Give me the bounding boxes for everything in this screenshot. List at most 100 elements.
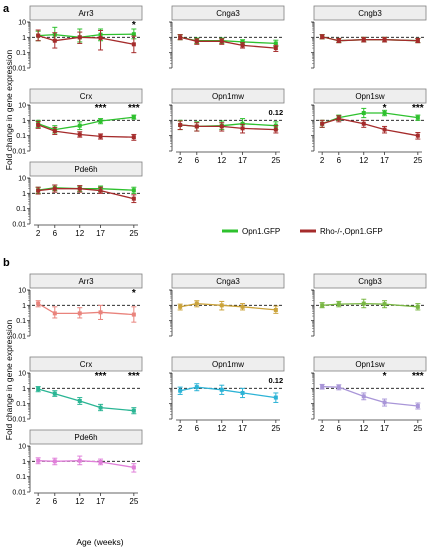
data-point — [98, 36, 103, 41]
facet-title: Cnga3 — [216, 9, 240, 18]
data-point — [273, 127, 278, 132]
y-tick-label: 1 — [22, 386, 26, 393]
y-tick-label: 10 — [18, 444, 26, 451]
data-point — [415, 404, 420, 409]
facet-pde6h: Pde6h 0.01 0.1 1 10 2 6 12 17 25 — [12, 429, 143, 506]
data-point — [415, 133, 420, 138]
series-1 — [35, 120, 137, 141]
data-point — [131, 42, 136, 47]
data-point — [336, 302, 341, 307]
data-point — [194, 124, 199, 129]
x-tick-label: 2 — [36, 497, 41, 506]
facet-strip — [313, 273, 427, 289]
significance-annotation: *** — [128, 103, 140, 114]
facet-strip — [29, 161, 143, 177]
facet-title: Opn1sw — [355, 92, 385, 101]
x-tick-label: 6 — [53, 229, 58, 238]
series-line — [38, 388, 134, 412]
facet-title: Cnga3 — [216, 277, 240, 286]
x-tick-label: 25 — [413, 156, 422, 165]
data-point — [336, 385, 341, 390]
significance-annotation: * — [132, 288, 136, 299]
series-0 — [319, 383, 421, 410]
x-axis-title: Age (weeks) — [76, 537, 123, 547]
data-point — [36, 188, 41, 193]
data-point — [361, 111, 366, 116]
data-point — [361, 301, 366, 306]
data-point — [77, 123, 82, 128]
data-point — [361, 37, 366, 42]
y-tick-label: 10 — [18, 176, 26, 183]
significance-annotation: *** — [95, 371, 107, 382]
y-tick-label: 0.1 — [16, 318, 26, 325]
facet-strip — [29, 356, 143, 372]
series-1 — [35, 184, 137, 204]
data-point — [131, 115, 136, 120]
x-tick-label: 25 — [413, 424, 422, 433]
facet-title: Crx — [80, 92, 92, 101]
data-point — [77, 132, 82, 137]
y-tick-label: 0.01 — [12, 66, 26, 73]
data-point — [77, 458, 82, 463]
significance-annotation: 0.12 — [269, 376, 284, 385]
data-point — [361, 121, 366, 126]
y-axis-title: Fold change in gene expression — [4, 319, 14, 440]
data-point — [194, 385, 199, 390]
data-point — [131, 188, 136, 193]
panel-letter: a — [3, 3, 10, 15]
data-point — [36, 122, 41, 127]
data-point — [336, 38, 341, 43]
data-point — [131, 408, 136, 413]
data-point — [98, 310, 103, 315]
x-tick-label: 12 — [359, 424, 368, 433]
y-tick-label: 1 — [22, 459, 26, 466]
x-tick-label: 6 — [337, 424, 342, 433]
significance-annotation: * — [132, 20, 136, 31]
data-point — [131, 312, 136, 317]
facet-title: Pde6h — [74, 433, 97, 442]
series-line — [37, 124, 134, 138]
facet-strip — [29, 88, 143, 104]
x-tick-label: 17 — [96, 229, 105, 238]
data-point — [36, 458, 41, 463]
data-point — [219, 124, 224, 129]
data-point — [178, 122, 183, 127]
x-tick-label: 12 — [217, 424, 226, 433]
data-point — [382, 127, 387, 132]
series-0 — [35, 455, 137, 473]
data-point — [336, 116, 341, 121]
facet-title: Opn1sw — [355, 360, 385, 369]
facet-strip — [171, 5, 285, 21]
series-0 — [177, 383, 279, 403]
facet-title: Opn1mw — [212, 92, 244, 101]
series-1 — [35, 29, 137, 54]
x-tick-label: 17 — [238, 156, 247, 165]
facet-arr3: Arr3 0.01 0.1 1 10 * — [12, 5, 143, 73]
y-tick-label: 10 — [18, 288, 26, 295]
data-point — [52, 129, 57, 134]
data-point — [320, 34, 325, 39]
data-point — [98, 405, 103, 410]
facet-title: Opn1mw — [212, 360, 244, 369]
facet-cngb3: Cngb3 — [311, 5, 427, 69]
series-0 — [35, 386, 137, 415]
facet-strip — [171, 88, 285, 104]
data-point — [98, 460, 103, 465]
series-line — [322, 117, 418, 137]
series-0 — [319, 298, 421, 311]
facet-strip — [29, 5, 143, 21]
facet-cnga3: Cnga3 — [169, 5, 285, 69]
data-point — [320, 303, 325, 308]
data-point — [52, 311, 57, 316]
data-point — [178, 388, 183, 393]
y-tick-label: 1 — [22, 118, 26, 125]
data-point — [36, 33, 41, 38]
data-point — [98, 134, 103, 139]
data-point — [240, 126, 245, 131]
data-point — [273, 41, 278, 46]
data-point — [194, 301, 199, 306]
x-tick-label: 12 — [75, 497, 84, 506]
x-tick-label: 2 — [178, 156, 183, 165]
facet-opn1mw: Opn1mw 2 6 12 17 25 0.12 — [169, 88, 285, 165]
data-point — [178, 304, 183, 309]
